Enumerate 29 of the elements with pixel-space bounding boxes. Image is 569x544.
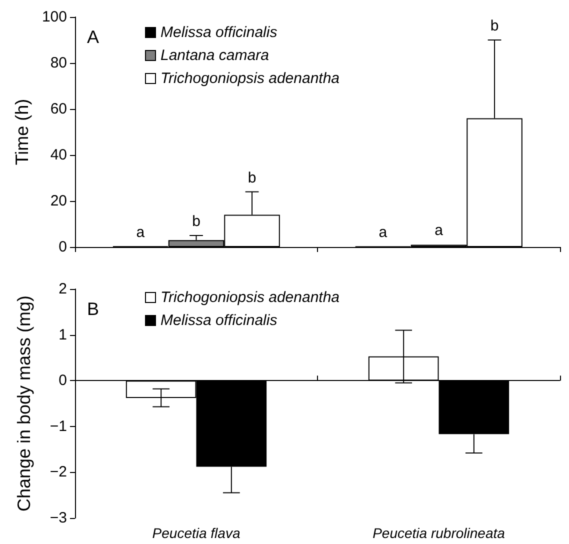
legend-label: Trichogoniopsis adenantha [160,289,340,306]
annotation: b [248,169,256,186]
y-tick-label: 60 [50,100,67,118]
annotation: b [490,18,499,34]
y-tick-label: −1 [50,418,67,435]
y-tick-label: 100 [42,8,67,26]
text: B [87,299,100,319]
y-tick-label: 40 [50,146,67,164]
y-tick-label: 0 [58,238,67,256]
y-tick-label: 0 [58,372,67,390]
y-axis-title: Time (h) [12,98,32,166]
y-axis-title: Change in body mass (mg) [14,295,34,512]
text: A [87,27,100,47]
y-tick-label: 1 [58,326,67,344]
annotation: b [192,213,200,230]
annotation: a [378,224,388,242]
y-tick-label: −3 [50,510,67,526]
y-tick-label: 2 [58,280,67,298]
legend-label: Melissa officinalis [160,312,278,329]
y-tick-label: −2 [50,464,67,481]
annotation: a [434,222,444,240]
y-tick-label: 20 [50,192,67,210]
annotation: a [136,224,146,241]
x-tick-label: Peucetia rubrolineata [372,525,506,541]
legend-label: Melissa officinalis [160,24,278,41]
legend-label: Trichogoniopsis adenantha [160,70,340,87]
y-tick-label: 80 [50,54,67,72]
legend-label: Lantana camara [160,47,269,64]
x-tick-label: Peucetia flava [152,525,240,541]
